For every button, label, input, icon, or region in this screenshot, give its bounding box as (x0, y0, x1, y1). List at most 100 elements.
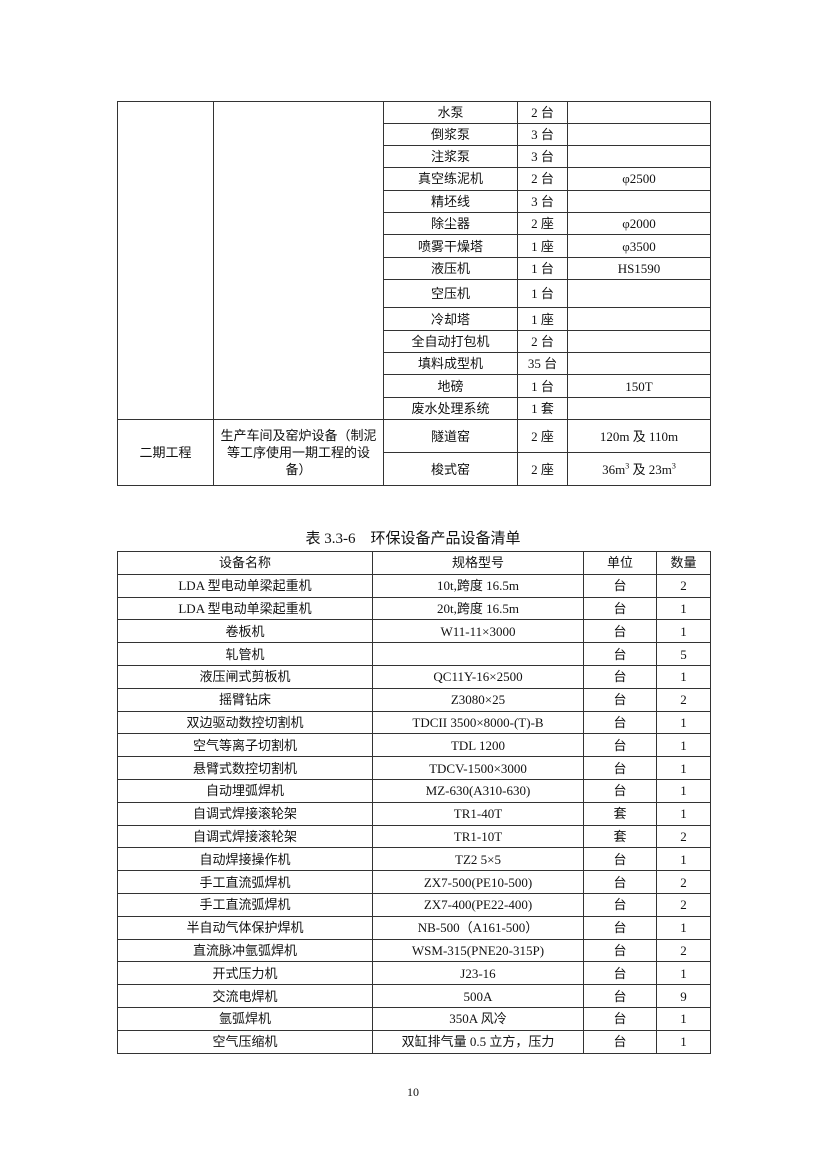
model-spec: TDL 1200 (372, 733, 584, 758)
quantity: 2 (656, 573, 711, 598)
header-cell: 设备名称 (117, 551, 373, 575)
unit: 台 (583, 642, 657, 666)
quantity: 1 (656, 1006, 711, 1031)
equipment-name: 自调式焊接滚轮架 (117, 824, 373, 849)
equipment-spec (567, 122, 711, 146)
equipment-name: 卷板机 (117, 619, 373, 644)
unit: 台 (583, 961, 657, 986)
equipment-qty: 35 台 (517, 352, 568, 376)
equipment-name: 冷却塔 (383, 307, 518, 331)
model-spec: MZ-630(A310-630) (372, 778, 584, 803)
equipment-name: 交流电焊机 (117, 984, 373, 1008)
superscript: 3 (625, 461, 630, 471)
equipment-name: 液压机 (383, 257, 518, 281)
table-row: 空气等离子切割机 TDL 1200 台 1 (117, 733, 711, 758)
equipment-spec (567, 397, 711, 421)
equipment-name: LDA 型电动单梁起重机 (117, 573, 373, 598)
equipment-spec (567, 101, 711, 124)
quantity: 2 (656, 824, 711, 849)
table-row: 水泵 2 台 (117, 100, 711, 421)
unit: 台 (583, 756, 657, 780)
model-spec: TR1-40T (372, 801, 584, 826)
equipment-spec: HS1590 (567, 257, 711, 281)
quantity: 5 (656, 642, 711, 666)
header-cell: 数量 (656, 551, 711, 575)
unit: 套 (583, 824, 657, 849)
table-header-row: 设备名称 规格型号 单位 数量 (117, 551, 711, 575)
equipment-name: LDA 型电动单梁起重机 (117, 596, 373, 621)
table-row: 开式压力机 J23-16 台 1 (117, 961, 711, 986)
quantity: 2 (656, 870, 711, 894)
quantity: 1 (656, 778, 711, 803)
model-spec: TDCII 3500×8000-(T)-B (372, 710, 584, 735)
unit: 台 (583, 915, 657, 940)
table-row: LDA 型电动单梁起重机 10t,跨度 16.5m 台 2 (117, 573, 711, 598)
equipment-name: 精坯线 (383, 189, 518, 214)
model-spec: TZ2 5×5 (372, 847, 584, 872)
table-row: 半自动气体保护焊机 NB-500（A161-500）台 1 (117, 915, 711, 940)
table-row: 卷板机 W11-11×3000 台 1 (117, 619, 711, 644)
equipment-name: 废水处理系统 (383, 397, 518, 421)
unit: 台 (583, 596, 657, 621)
equipment-name: 液压闸式剪板机 (117, 664, 373, 689)
model-spec: 双缸排气量 0.5 立方，压力 (372, 1029, 584, 1054)
quantity: 9 (656, 984, 711, 1008)
table-row: 二期工程 生产车间及窑炉设备（制泥等工序使用一期工程的设备） 隧道窑 2 座 120m … (117, 419, 711, 487)
equipment-qty: 1 座 (517, 234, 568, 259)
table-row: 全自动打包机 2 台 (118, 329, 711, 354)
table-row: 自动焊接操作机 TZ2 5×5 台 1 (117, 847, 711, 872)
equipment-name: 填料成型机 (383, 352, 518, 376)
equipment-name: 倒浆泵 (383, 122, 518, 146)
table-row: 手工直流弧焊机 ZX7-500(PE10-500) 台 2 (117, 870, 711, 894)
table-row: 空压机 1 台 (118, 279, 711, 309)
quantity: 1 (656, 733, 711, 758)
table-row: 交流电焊机 500A 台 9 (117, 984, 711, 1008)
table-row: 空气压缩机 双缸排气量 0.5 立方，压力台 1 (117, 1029, 711, 1054)
equipment-qty: 1 套 (517, 397, 568, 421)
equipment-name: 水泵 (383, 101, 518, 124)
unit: 台 (583, 1029, 657, 1054)
unit: 台 (583, 847, 657, 872)
equipment-name: 空压机 (383, 279, 518, 309)
environmental-equipment-table: 设备名称 规格型号 单位 数量 LDA 型电动单梁起重机 10t,跨度 16.5m… (117, 551, 711, 1054)
equipment-name: 直流脉冲氩弧焊机 (117, 938, 373, 963)
equipment-name: 开式压力机 (117, 961, 373, 986)
quantity: 2 (656, 687, 711, 712)
unit: 台 (583, 892, 657, 917)
table-row: 自调式焊接滚轮架 TR1-40T 套 1 (117, 801, 711, 826)
equipment-name: 手工直流弧焊机 (117, 892, 373, 917)
phase-cell: 二期工程 (117, 419, 214, 487)
quantity: 1 (656, 756, 711, 780)
equipment-name: 氩弧焊机 (117, 1006, 373, 1031)
unit: 台 (583, 573, 657, 598)
equipment-name: 真空练泥机 (383, 167, 518, 191)
category-cell (213, 100, 384, 421)
equipment-name: 地磅 (383, 374, 518, 399)
table-row: 轧管机 台 5 (117, 642, 711, 666)
equipment-name: 除尘器 (383, 212, 518, 236)
unit: 台 (583, 1006, 657, 1031)
header-cell: 单位 (583, 551, 657, 575)
equipment-name: 双边驱动数控切割机 (117, 710, 373, 735)
page-number: 10 (407, 1085, 419, 1099)
quantity: 2 (656, 892, 711, 917)
model-spec: 350A 风冷 (372, 1006, 584, 1031)
unit: 台 (583, 664, 657, 689)
equipment-spec (567, 144, 711, 169)
model-spec: TDCV-1500×3000 (372, 756, 584, 780)
superscript: 3 (671, 461, 676, 471)
table-row: 悬臂式数控切割机 TDCV-1500×3000 台 1 (117, 756, 711, 780)
category-cell: 生产车间及窑炉设备（制泥等工序使用一期工程的设备） (213, 419, 384, 487)
equipment-name: 空气等离子切割机 (117, 733, 373, 758)
table-row: 手工直流弧焊机 ZX7-400(PE22-400) 台 2 (117, 892, 711, 917)
table-row: 精坯线 3 台 (118, 189, 711, 214)
model-spec: W11-11×3000 (372, 619, 584, 644)
model-spec: ZX7-400(PE22-400) (372, 892, 584, 917)
quantity: 1 (656, 1029, 711, 1054)
unit: 台 (583, 733, 657, 758)
model-spec: J23-16 (372, 961, 584, 986)
equipment-name: 空气压缩机 (117, 1029, 373, 1054)
equipment-spec: 36m3 及 23m3 (567, 452, 711, 487)
table-row: 直流脉冲氩弧焊机 WSM-315(PNE20-315P) 台 2 (117, 938, 711, 963)
table-row: 喷雾干燥塔 1 座 φ3500 (118, 234, 711, 259)
